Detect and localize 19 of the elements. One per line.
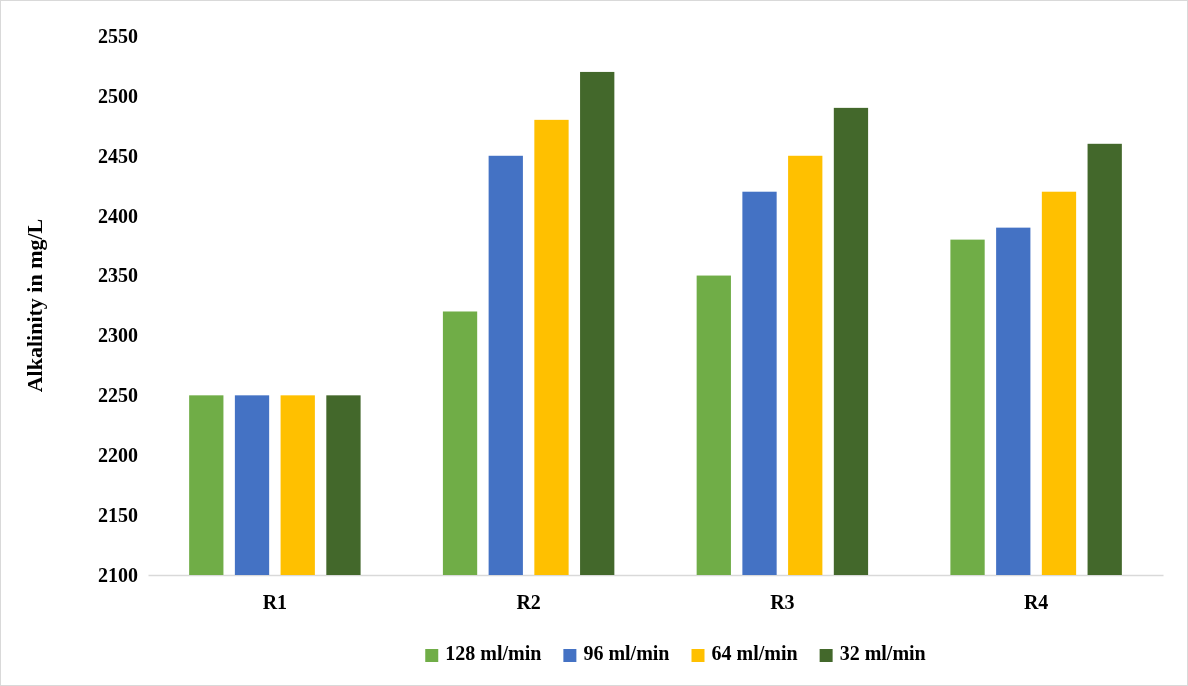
y-tick-label: 2100 [98,563,138,586]
y-tick-label: 2350 [98,264,138,287]
y-tick-label: 2450 [98,144,138,167]
y-tick-label: 2150 [98,504,138,527]
x-tick-label: R4 [1023,591,1049,614]
legend-label: 128 ml/min [445,642,542,664]
y-tick-label: 2200 [98,444,138,467]
x-tick-label: R3 [770,591,795,614]
y-tick-label: 2500 [98,84,138,107]
legend-label: 96 ml/min [583,642,670,664]
legend-label: 64 ml/min [711,642,798,664]
y-tick-label: 2400 [98,204,138,227]
x-tick-label: R1 [262,591,288,614]
y-axis-title: Alkalinity in mg/L [22,218,47,393]
y-tick-label: 2300 [98,324,138,347]
y-tick-label: 2550 [98,24,138,47]
legend-label: 32 ml/min [839,642,926,664]
y-tick-label: 2250 [98,384,138,407]
x-tick-label: R2 [516,591,541,614]
